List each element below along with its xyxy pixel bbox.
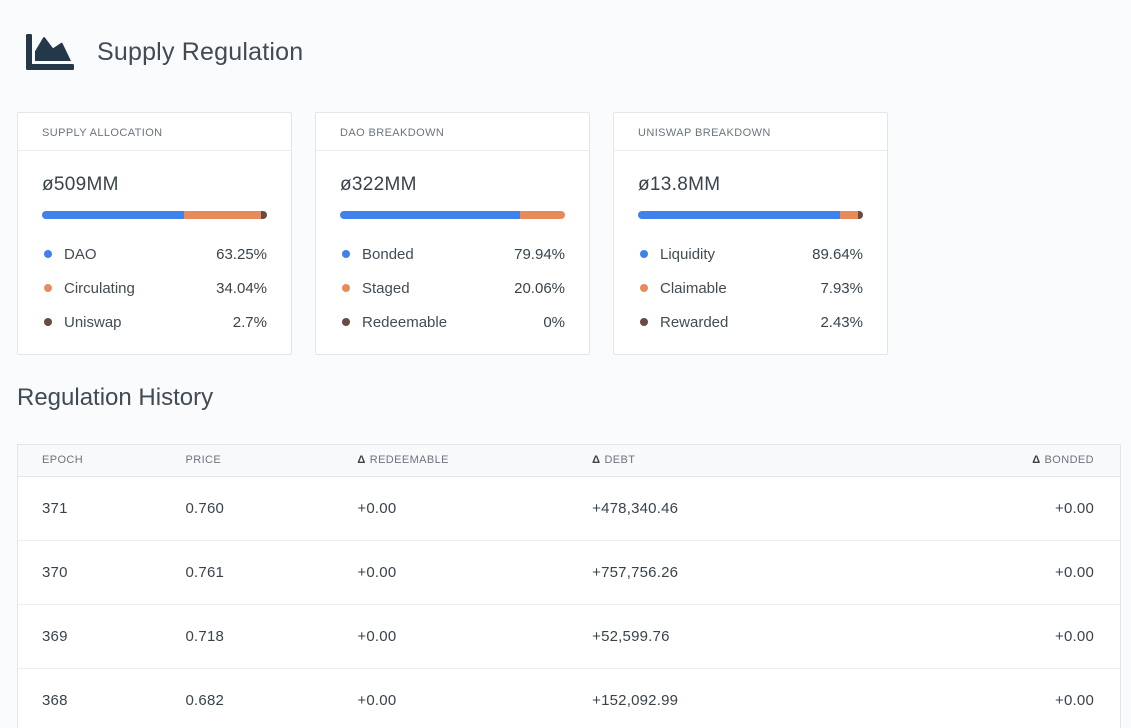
legend-label: Bonded [362,245,414,263]
legend-value: 20.06% [514,279,565,297]
delta-icon: Δ [592,454,601,467]
legend-label: Claimable [660,279,727,297]
legend-value: 0% [543,313,565,331]
card-value: ø322MM [340,174,417,195]
legend-value: 2.7% [232,313,267,331]
column-header-price: PRICE [185,445,358,477]
legend-label: Rewarded [660,313,729,331]
bar-segment [857,211,863,219]
regulation-history-table: EPOCH PRICE Δ REDEEMABLE Δ DEBT Δ BONDED 37… [17,444,1121,728]
legend-value: 63.25% [216,245,267,263]
page-title: Supply Regulation [97,37,304,66]
cell-price: 0.760 [185,499,225,517]
cell-epoch: 370 [42,563,68,581]
legend-value: 7.93% [820,279,863,297]
card-uniswap-breakdown: UNISWAP BREAKDOWN ø13.8MM Liquidity 89.6… [613,112,888,355]
legend-dot-icon [342,318,350,326]
table-row: 370 0.761 +0.00 +757,756.26 +0.00 [18,540,1120,604]
legend-item: Liquidity 89.64% [638,245,863,263]
column-header-redeemable: Δ REDEEMABLE [357,445,593,477]
column-header-epoch: EPOCH [18,445,186,477]
legend: DAO 63.25% Circulating 34.04% Uniswap 2.… [42,245,267,331]
bar-segment [839,211,858,219]
legend-value: 34.04% [216,279,267,297]
card-title: UNISWAP BREAKDOWN [638,127,771,139]
page-header: Supply Regulation [17,0,1121,76]
stat-cards-row: SUPPLY ALLOCATION ø509MM DAO 63.25% [17,112,1121,355]
legend-item: Rewarded 2.43% [638,313,863,331]
legend-label: Redeemable [362,313,448,331]
legend-item: Claimable 7.93% [638,279,863,297]
cell-bonded: +0.00 [1055,563,1094,581]
page-content: Supply Regulation SUPPLY ALLOCATION ø509… [17,0,1121,728]
allocation-bar [340,211,565,219]
bar-segment [260,211,267,219]
cell-bonded: +0.00 [1055,499,1094,517]
table-row: 368 0.682 +0.00 +152,092.99 +0.00 [18,668,1120,728]
cell-epoch: 368 [42,691,68,709]
cell-price: 0.761 [185,563,225,581]
legend-value: 89.64% [812,245,863,263]
card-value: ø509MM [42,174,119,195]
delta-icon: Δ [357,454,366,467]
table-header-row: EPOCH PRICE Δ REDEEMABLE Δ DEBT Δ BONDED [18,445,1120,477]
bar-segment [340,211,520,219]
bar-segment [184,211,261,219]
cell-debt: +52,599.76 [592,627,670,645]
legend-dot-icon [44,250,52,258]
legend-item: Circulating 34.04% [42,279,267,297]
cell-redeemable: +0.00 [357,563,397,581]
card-title: DAO BREAKDOWN [340,127,445,139]
column-header-debt: Δ DEBT [592,445,903,477]
card-value: ø13.8MM [638,174,721,195]
table-row: 371 0.760 +0.00 +478,340.46 +0.00 [18,476,1120,540]
legend-label: Uniswap [64,313,122,331]
cell-redeemable: +0.00 [357,499,397,517]
cell-redeemable: +0.00 [357,691,397,709]
area-chart-icon [24,28,76,76]
cell-debt: +757,756.26 [592,563,679,581]
legend-label: Circulating [64,279,135,297]
legend-item: Redeemable 0% [340,313,565,331]
card-dao-breakdown: DAO BREAKDOWN ø322MM Bonded 79.94% [315,112,590,355]
legend-dot-icon [640,284,648,292]
cell-debt: +152,092.99 [592,691,679,709]
legend-value: 2.43% [820,313,863,331]
legend-dot-icon [44,318,52,326]
legend-label: Staged [362,279,410,297]
cell-debt: +478,340.46 [592,499,679,517]
cell-bonded: +0.00 [1055,627,1094,645]
bar-segment [638,211,840,219]
legend-dot-icon [342,250,350,258]
legend-dot-icon [640,250,648,258]
column-header-bonded: Δ BONDED [902,445,1120,477]
legend-value: 79.94% [514,245,565,263]
legend-dot-icon [640,318,648,326]
allocation-bar [638,211,863,219]
delta-icon: Δ [1032,454,1041,467]
bar-segment [42,211,185,219]
bar-segment [519,211,565,219]
legend-item: DAO 63.25% [42,245,267,263]
legend-item: Bonded 79.94% [340,245,565,263]
legend-label: DAO [64,245,97,263]
legend: Liquidity 89.64% Claimable 7.93% Rewarde… [638,245,863,331]
legend-item: Staged 20.06% [340,279,565,297]
cell-bonded: +0.00 [1055,691,1094,709]
table-row: 369 0.718 +0.00 +52,599.76 +0.00 [18,604,1120,668]
card-supply-allocation: SUPPLY ALLOCATION ø509MM DAO 63.25% [17,112,292,355]
legend-dot-icon [342,284,350,292]
allocation-bar [42,211,267,219]
card-title: SUPPLY ALLOCATION [42,127,163,139]
cell-redeemable: +0.00 [357,627,397,645]
legend-label: Liquidity [660,245,716,263]
section-title-regulation-history: Regulation History [17,384,214,411]
legend: Bonded 79.94% Staged 20.06% Redeemable 0… [340,245,565,331]
legend-item: Uniswap 2.7% [42,313,267,331]
cell-price: 0.718 [185,627,225,645]
cell-price: 0.682 [185,691,225,709]
legend-dot-icon [44,284,52,292]
cell-epoch: 371 [42,499,68,517]
cell-epoch: 369 [42,627,68,645]
